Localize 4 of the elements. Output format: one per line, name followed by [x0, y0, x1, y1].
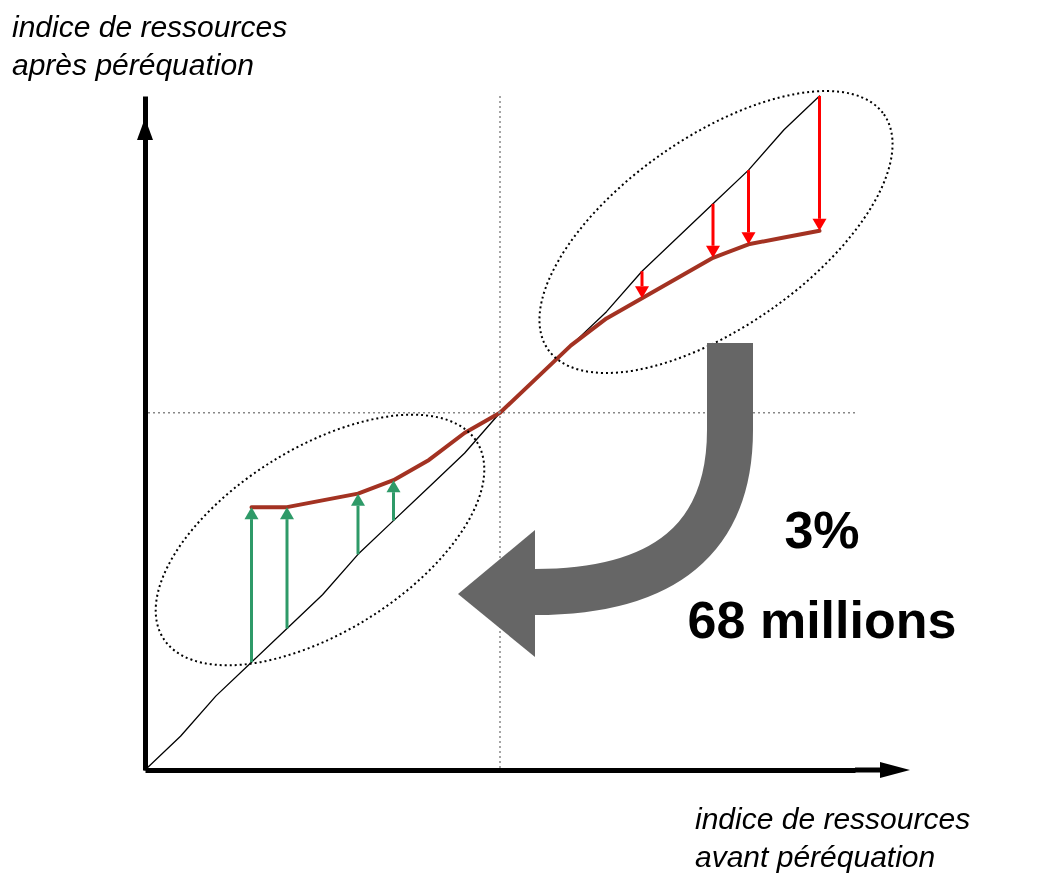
annotation: 3%	[783, 500, 861, 560]
y-axis-title: indice de ressources après péréquation	[12, 9, 288, 83]
x-axis-title: indice de ressources avant péréquation	[695, 801, 971, 875]
annotation: 68 millions	[686, 590, 958, 650]
